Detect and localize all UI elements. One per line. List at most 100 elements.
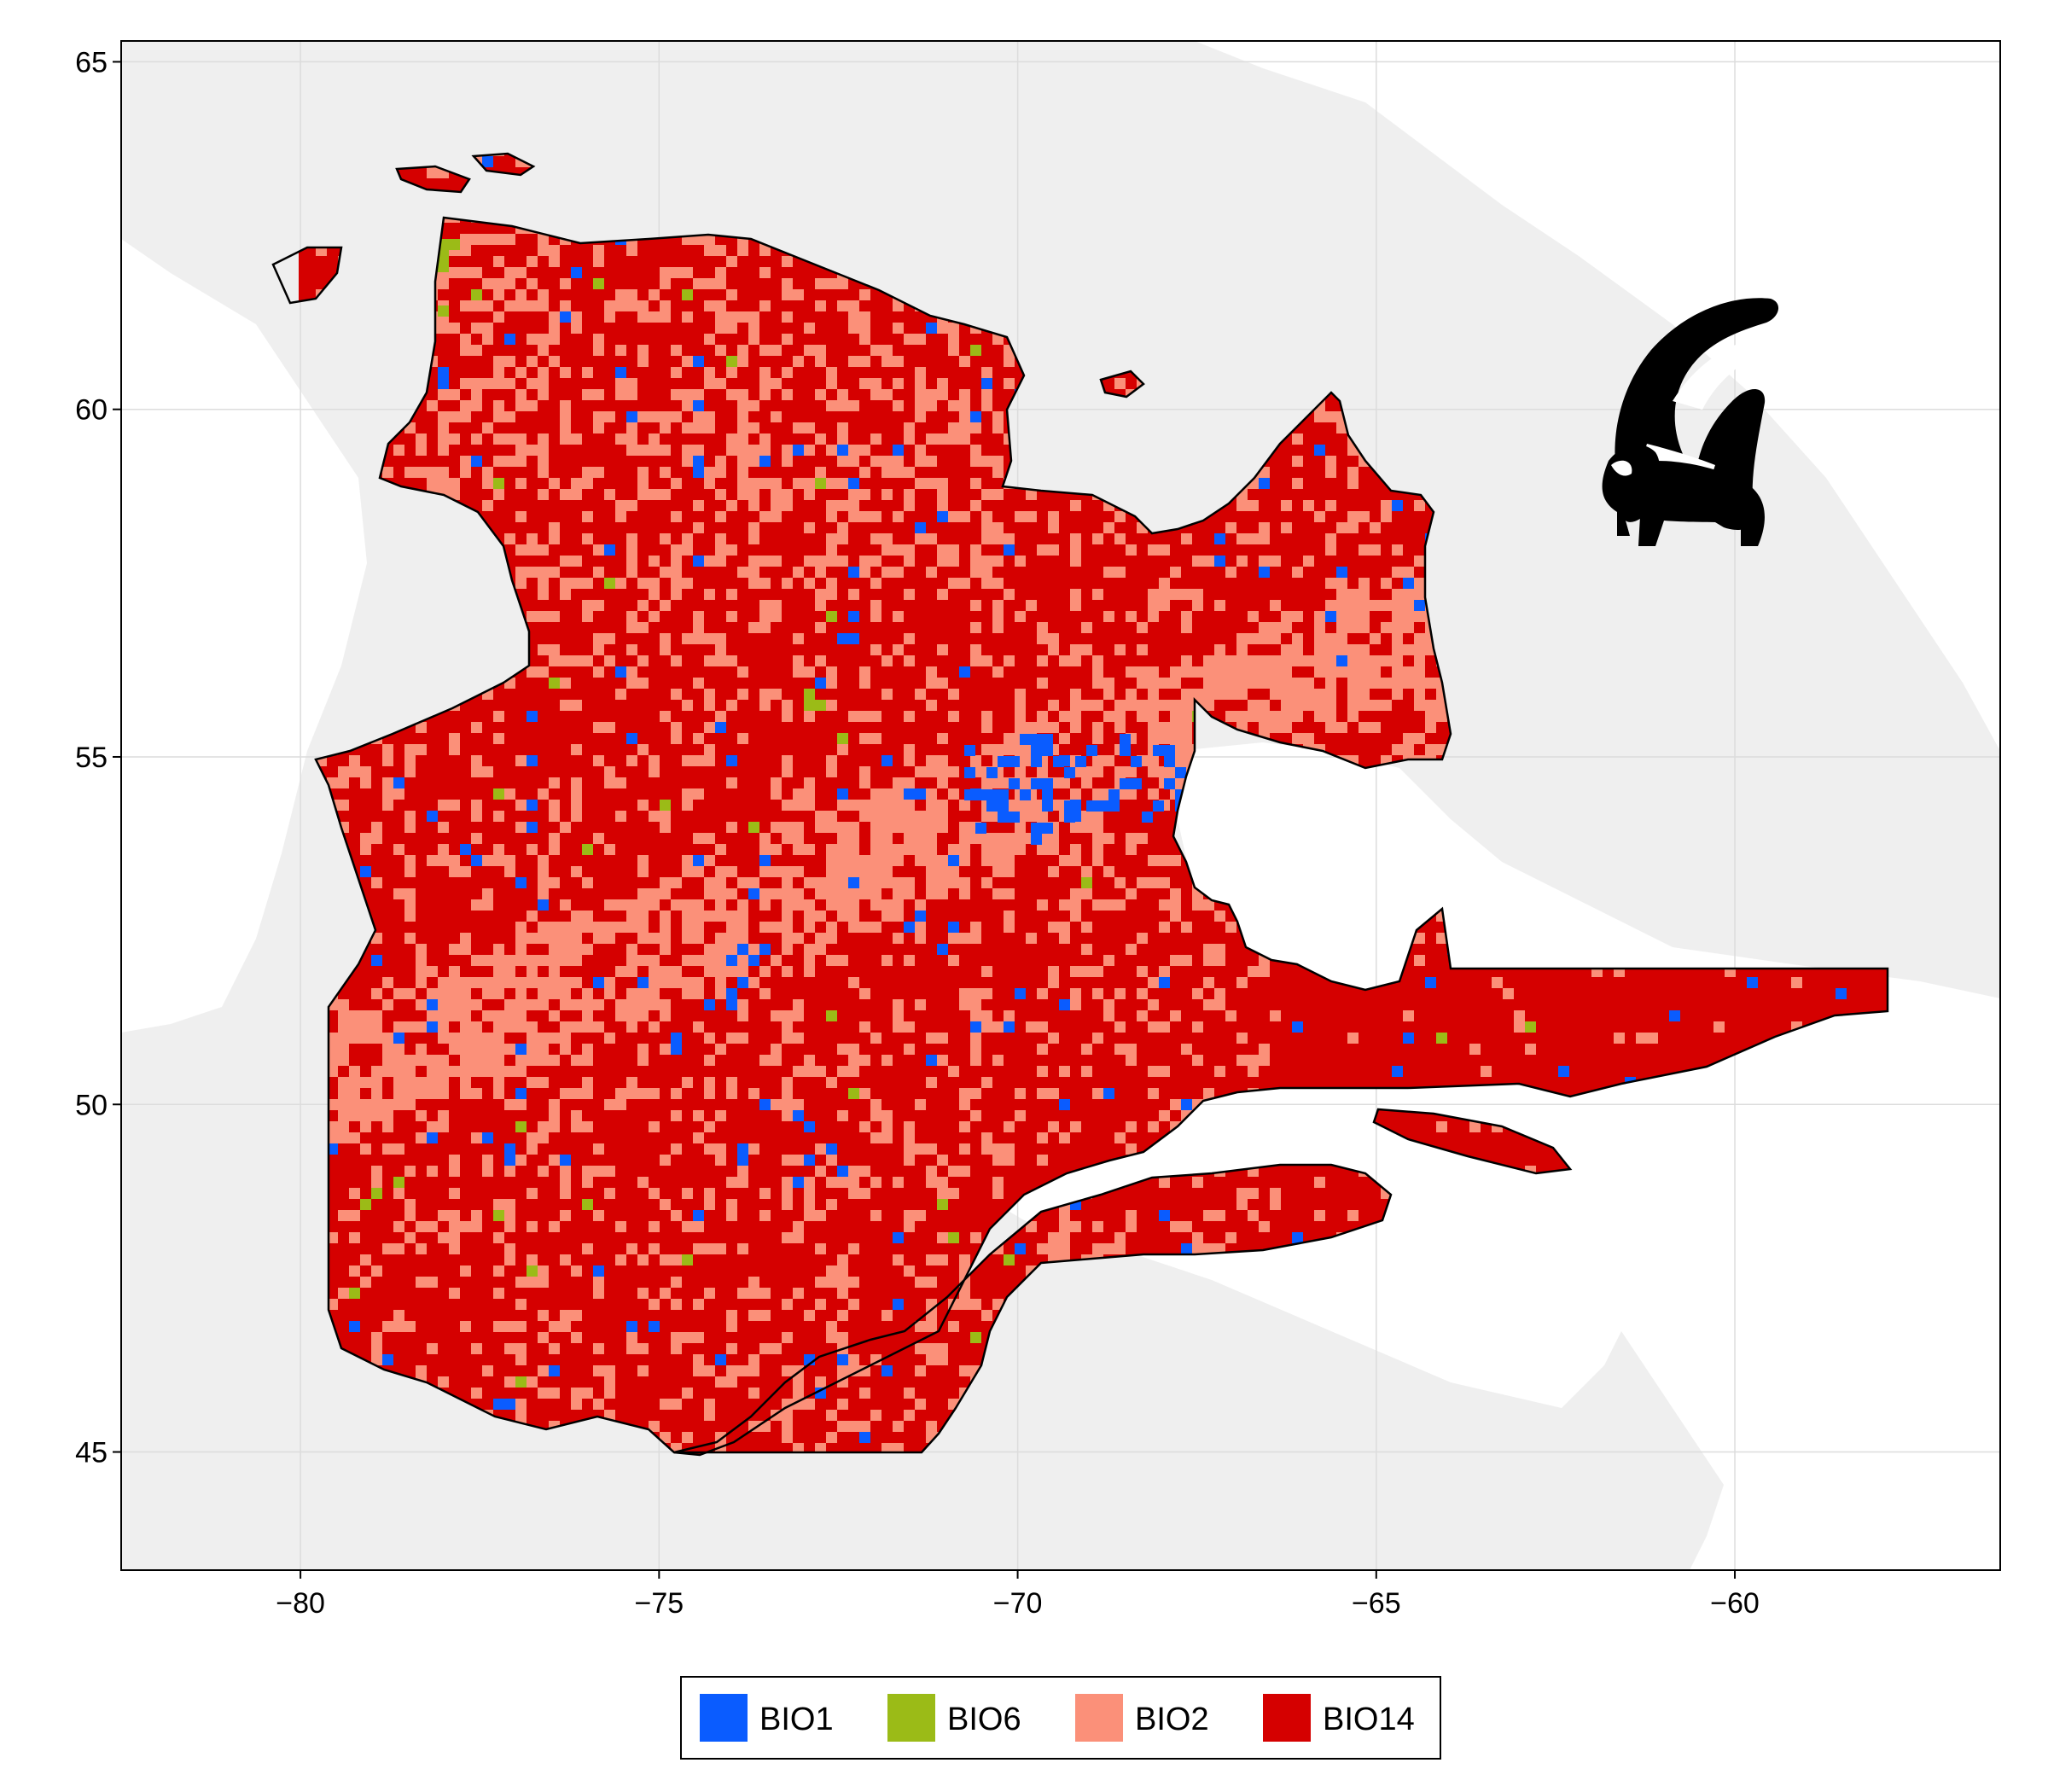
raster-cell <box>671 733 682 744</box>
raster-cell <box>571 478 582 489</box>
raster-cell <box>815 933 826 944</box>
raster-cell <box>438 1376 449 1388</box>
raster-cell <box>471 323 482 334</box>
raster-cell <box>837 744 848 755</box>
raster-cell <box>427 855 438 866</box>
raster-cell <box>1159 899 1170 911</box>
raster-cell <box>504 1343 515 1354</box>
raster-cell <box>693 278 704 289</box>
raster-cell <box>1414 611 1425 622</box>
raster-cell <box>460 1265 471 1277</box>
raster-cell <box>771 822 782 833</box>
raster-cell <box>571 267 582 278</box>
raster-cell <box>482 955 493 966</box>
raster-cell <box>1015 511 1026 522</box>
raster-cell <box>1270 655 1281 666</box>
raster-cell <box>637 445 649 456</box>
raster-cell <box>937 544 948 556</box>
raster-cell <box>593 1277 604 1288</box>
raster-cell <box>504 1155 515 1166</box>
raster-cell <box>493 711 504 722</box>
raster-cell <box>992 1188 1004 1199</box>
raster-cell <box>1048 844 1059 855</box>
raster-cell <box>793 655 804 666</box>
raster-cell <box>915 922 926 933</box>
raster-cell <box>837 844 848 855</box>
raster-cell <box>571 655 582 666</box>
raster-cell <box>538 1332 549 1343</box>
raster-cell <box>1270 633 1281 644</box>
raster-cell <box>1170 711 1181 722</box>
raster-cell <box>1170 1010 1181 1021</box>
raster-cell <box>1203 999 1214 1010</box>
raster-cell <box>793 822 804 833</box>
raster-cell <box>804 911 815 922</box>
raster-cell <box>804 1155 815 1166</box>
raster-cell <box>560 1088 571 1099</box>
raster-cell <box>970 1044 981 1055</box>
raster-cell <box>759 888 771 899</box>
raster-cell <box>371 1354 382 1365</box>
raster-cell <box>527 1254 538 1265</box>
raster-cell <box>649 988 660 999</box>
raster-cell <box>915 766 926 777</box>
raster-cell <box>338 766 349 777</box>
raster-cell <box>1248 711 1259 722</box>
raster-cell <box>826 811 837 822</box>
raster-cell <box>1192 1021 1203 1033</box>
raster-cell <box>1181 611 1192 622</box>
raster-cell <box>549 811 560 822</box>
raster-cell <box>870 711 881 722</box>
raster-cell <box>893 323 904 334</box>
raster-cell <box>826 899 837 911</box>
raster-cell <box>460 267 471 278</box>
raster-cell <box>615 345 626 356</box>
raster-cell <box>504 278 515 289</box>
raster-cell <box>1048 1232 1059 1243</box>
raster-cell <box>726 611 737 622</box>
raster-cell <box>826 678 837 689</box>
raster-cell <box>1392 689 1403 700</box>
raster-cell <box>615 1010 626 1021</box>
raster-cell <box>1081 822 1092 833</box>
raster-cell <box>981 655 992 666</box>
legend-label-bio14: BIO14 <box>1323 1702 1415 1737</box>
raster-cell <box>848 800 859 811</box>
raster-cell <box>1092 655 1103 666</box>
raster-cell <box>626 300 637 311</box>
raster-cell <box>1214 678 1225 689</box>
raster-cell <box>527 1277 538 1288</box>
raster-cell <box>1004 855 1015 866</box>
raster-cell <box>1148 600 1159 611</box>
raster-cell <box>660 467 671 478</box>
raster-cell <box>1170 666 1181 678</box>
raster-cell <box>538 999 549 1010</box>
raster-cell <box>881 877 893 888</box>
raster-cell <box>1126 888 1137 899</box>
raster-cell <box>937 511 948 522</box>
raster-cell <box>693 922 704 933</box>
raster-cell <box>1281 644 1292 655</box>
raster-cell <box>438 323 449 334</box>
raster-cell <box>404 1099 416 1110</box>
raster-cell <box>593 644 604 655</box>
raster-cell <box>948 511 959 522</box>
raster-cell <box>737 899 748 911</box>
raster-cell <box>859 922 870 933</box>
raster-cell <box>660 567 671 578</box>
raster-cell <box>981 367 992 378</box>
raster-cell <box>693 955 704 966</box>
raster-cell <box>538 899 549 911</box>
raster-cell <box>1314 445 1325 456</box>
raster-cell <box>504 977 515 988</box>
raster-cell <box>859 800 870 811</box>
raster-cell <box>515 999 527 1010</box>
raster-cell <box>1170 1221 1181 1232</box>
raster-cell <box>493 1066 504 1077</box>
raster-cell <box>1148 666 1159 678</box>
raster-cell <box>737 1010 748 1021</box>
raster-cell <box>1031 823 1042 834</box>
raster-cell <box>438 1021 449 1033</box>
raster-cell <box>893 1421 904 1432</box>
